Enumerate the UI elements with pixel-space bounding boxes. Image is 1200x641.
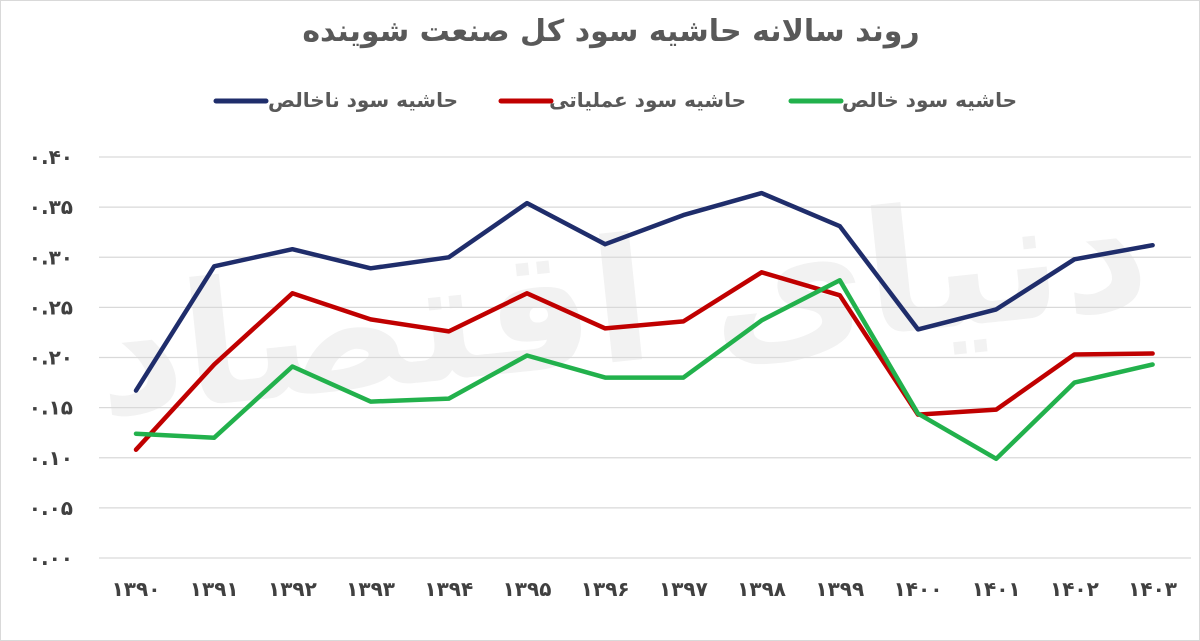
y-tick-label: ۰.۱۰ [29,446,73,470]
series-line [133,190,1155,393]
y-tick-label: ۰.۰۰ [29,546,73,570]
x-tick-label: ۱۳۹۲ [268,577,317,601]
x-tick-label: ۱۴۰۲ [1050,577,1099,601]
y-tick-label: ۰.۳۵ [29,195,73,219]
y-tick-label: ۰.۴۰ [29,145,73,169]
y-tick-label: ۰.۰۵ [29,496,73,520]
x-tick-label: ۱۴۰۰ [894,577,943,601]
x-tick-label: ۱۳۹۴ [424,577,473,601]
x-tick-label: ۱۳۹۰ [112,577,161,601]
legend-label: حاشیه سود عملیاتی [549,88,746,112]
x-tick-label: ۱۳۹۹ [815,577,864,601]
legend: حاشیه سود ناخالص حاشیه سود عملیاتی حاشیه س… [213,88,1017,112]
series-line [133,270,1155,452]
x-tick-label: ۱۳۹۶ [581,577,630,601]
x-axis-ticks: ۱۳۹۰ ۱۳۹۱ ۱۳۹۲ ۱۳۹۳ ۱۳۹۴ ۱۳۹۵ ۱۳۹۶ ۱۳۹۷ ۱۳۹۸ ۱۳۹۹… [112,577,1177,601]
y-tick-label: ۰.۳۰ [29,245,73,269]
y-axis-ticks: ۰.۰۰ ۰.۰۵ ۰.۱۰ ۰.۱۵ ۰.۲۰ ۰.۲۵ ۰.۳۰ ۰.۳۵ ۰.۴۰ [29,145,73,570]
x-tick-label: ۱۴۰۱ [972,577,1021,601]
x-tick-label: ۱۳۹۷ [659,577,708,601]
x-tick-label: ۱۴۰۳ [1128,577,1177,601]
y-tick-label: ۰.۲۰ [29,346,73,370]
legend-label: حاشیه سود خالص [842,88,1017,112]
legend-label: حاشیه سود ناخالص [268,88,458,112]
x-tick-label: ۱۳۹۵ [503,577,552,601]
x-tick-label: ۱۳۹۳ [346,577,395,601]
series-lines [133,190,1155,462]
x-tick-label: ۱۳۹۸ [737,577,786,601]
y-tick-label: ۰.۲۵ [29,295,73,319]
x-tick-label: ۱۳۹۱ [190,577,239,601]
y-tick-label: ۰.۱۵ [29,396,73,420]
series-line [133,278,1155,462]
gridlines [99,156,1191,559]
chart-title: روند سالانه حاشیه سود کل صنعت شوینده [302,14,919,49]
